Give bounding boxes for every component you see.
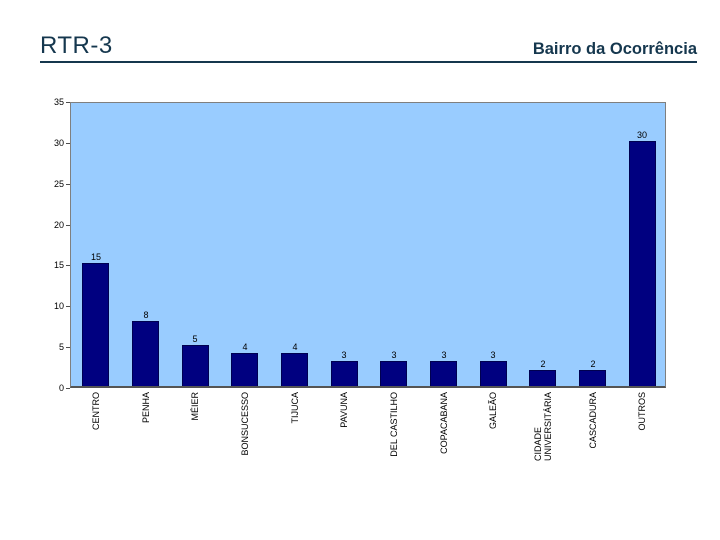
bar-value-label: 3 [391,350,397,360]
y-axis-tick-label: 5 [58,342,64,352]
bar-value-label: 4 [242,342,248,352]
bar [529,370,556,386]
bar [132,321,159,386]
bar-value-label: 5 [192,334,198,344]
bar-value-label: 3 [341,350,347,360]
y-axis-tick [66,388,70,389]
bar [182,345,209,386]
bar-value-label: 3 [441,350,447,360]
y-axis-tick-label: 0 [58,383,64,393]
x-axis-label: COPACABANA [439,392,449,454]
bar-value-label: 2 [590,359,596,369]
x-axis-label: OUTROS [637,392,647,431]
bar-value-label: 30 [636,130,647,140]
x-axis-label: CIDADE UNIVERSITÁRIA [533,392,553,462]
y-axis-tick [66,143,70,144]
y-axis-tick-label: 15 [53,260,64,270]
x-axis-label: TIJUCA [290,392,300,424]
bar [82,263,109,386]
bar-value-label: 2 [540,359,546,369]
bar [231,353,258,386]
slide-subtitle: Bairro da Ocorrência [532,40,697,58]
y-axis-tick [66,306,70,307]
y-axis-tick [66,347,70,348]
bar [331,361,358,386]
slide-title: RTR-3 [40,32,113,59]
chart-plot-area: 15 8 5 4 4 3 3 3 3 2 2 30 [70,102,666,388]
bar [281,353,308,386]
x-axis-label: PAVUNA [339,392,349,428]
y-axis-tick [66,225,70,226]
x-axis-label: PENHA [141,392,151,424]
y-axis-tick-label: 20 [53,220,64,230]
y-axis-tick [66,265,70,266]
y-axis-tick [66,184,70,185]
bar [430,361,457,386]
y-axis-tick-label: 10 [53,301,64,311]
x-axis-label: GALEÃO [488,392,498,430]
bar [380,361,407,386]
bar [629,141,656,386]
x-axis-label: DEL CASTILHO [389,392,399,457]
bar-value-label: 4 [292,342,298,352]
bar-value-label: 8 [143,310,149,320]
y-axis-tick [66,102,70,103]
bar-value-label: 3 [490,350,496,360]
y-axis-tick-label: 25 [53,179,64,189]
y-axis-tick-label: 30 [53,138,64,148]
bar [579,370,606,386]
bar [480,361,507,386]
header-underline [40,61,697,63]
bar-value-label: 15 [90,252,101,262]
y-axis-tick-label: 35 [53,97,64,107]
x-axis-label: BONSUCESSO [240,392,250,456]
x-axis-label: CASCADURA [588,392,598,449]
x-axis-label: MÉIER [190,392,200,421]
x-axis-label: CENTRO [91,392,101,430]
